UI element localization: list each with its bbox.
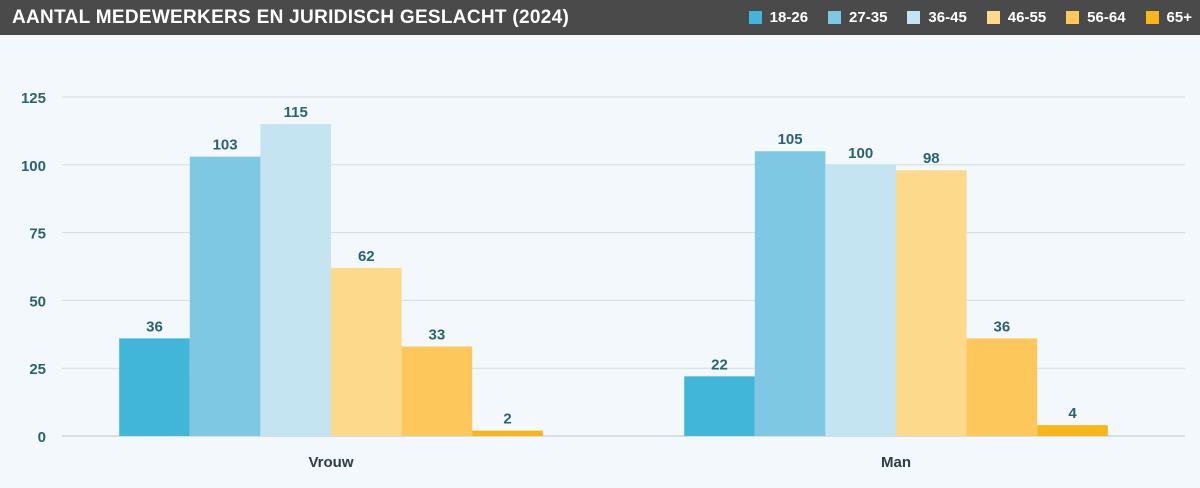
legend-label: 46-55 bbox=[1007, 9, 1047, 26]
chart-title: AANTAL MEDEWERKERS EN JURIDISCH GESLACHT… bbox=[12, 7, 570, 28]
bar bbox=[966, 338, 1038, 436]
bar bbox=[401, 346, 473, 436]
data-label: 22 bbox=[711, 356, 728, 373]
bar bbox=[896, 170, 967, 436]
legend-swatch bbox=[1145, 11, 1159, 24]
chart-legend: 18-26 27-35 36-45 46-55 56-64 65+ bbox=[729, 0, 1192, 35]
bar bbox=[472, 430, 543, 436]
data-label: 98 bbox=[923, 150, 940, 167]
bar bbox=[119, 338, 190, 436]
legend-label: 18-26 bbox=[769, 9, 809, 26]
legend-item-46-55: 46-55 bbox=[986, 9, 1047, 26]
bar bbox=[1037, 425, 1108, 436]
data-label: 105 bbox=[778, 131, 803, 148]
data-label: 2 bbox=[503, 411, 511, 428]
bar bbox=[825, 164, 896, 437]
y-tick-label: 0 bbox=[38, 429, 46, 446]
legend-item-27-35: 27-35 bbox=[828, 9, 887, 26]
data-label: 36 bbox=[994, 318, 1011, 335]
data-label: 4 bbox=[1068, 405, 1077, 422]
bar bbox=[331, 267, 402, 436]
legend-swatch bbox=[907, 11, 921, 24]
data-label: 103 bbox=[213, 137, 238, 154]
legend-label: 56-64 bbox=[1087, 9, 1126, 26]
data-label: 33 bbox=[429, 327, 446, 344]
legend-swatch bbox=[828, 11, 842, 24]
y-tick-label: 25 bbox=[29, 361, 46, 378]
legend-label: 27-35 bbox=[849, 9, 888, 26]
y-tick-label: 125 bbox=[21, 90, 46, 107]
legend-item-65+: 65+ bbox=[1145, 9, 1192, 26]
bar bbox=[260, 124, 331, 437]
legend-label: 36-45 bbox=[928, 9, 967, 26]
bar bbox=[754, 151, 826, 436]
data-label: 115 bbox=[284, 104, 308, 121]
x-category-label: Man bbox=[881, 454, 911, 471]
legend-item-18-26: 18-26 bbox=[748, 9, 809, 26]
y-tick-label: 50 bbox=[29, 293, 46, 310]
bar-chart: 0 25 50 75 100 125 36 103 115 62 33 2 Vrouw 22 105 100 9… bbox=[21, 90, 1185, 471]
bar bbox=[684, 376, 755, 436]
x-category-label: Vrouw bbox=[308, 454, 353, 471]
data-label: 36 bbox=[146, 318, 163, 335]
data-label: 62 bbox=[358, 248, 375, 265]
y-tick-label: 100 bbox=[21, 158, 46, 175]
data-label: 100 bbox=[848, 145, 873, 162]
legend-swatch bbox=[986, 11, 1000, 24]
legend-swatch bbox=[1066, 11, 1080, 24]
legend-item-36-45: 36-45 bbox=[907, 9, 967, 26]
legend-label: 65+ bbox=[1166, 9, 1192, 26]
chart-header: AANTAL MEDEWERKERS EN JURIDISCH GESLACHT… bbox=[0, 0, 1200, 35]
y-tick-label: 75 bbox=[29, 226, 46, 243]
legend-item-56-64: 56-64 bbox=[1066, 9, 1126, 26]
bar bbox=[189, 156, 261, 436]
legend-swatch bbox=[748, 11, 762, 24]
